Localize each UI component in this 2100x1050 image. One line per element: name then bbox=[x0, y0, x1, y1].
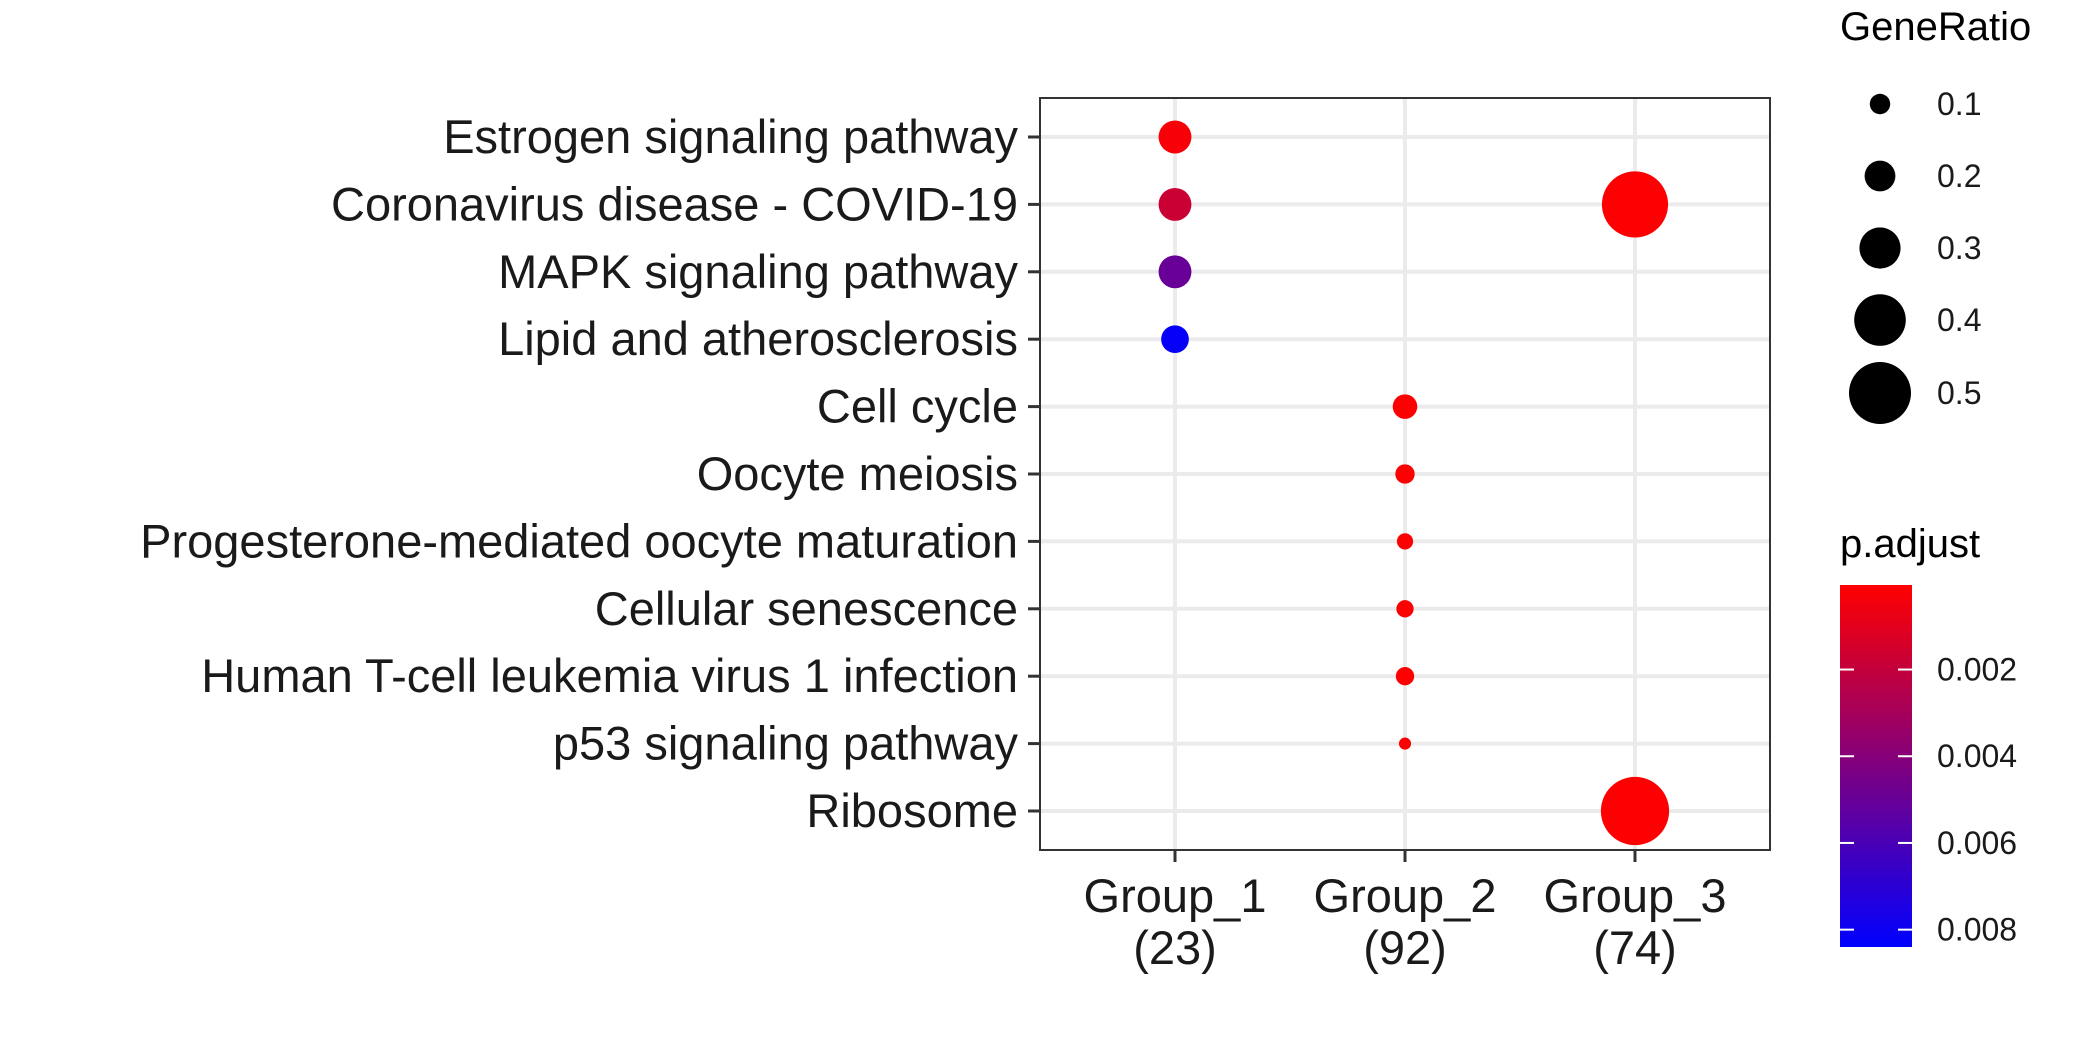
size-legend-label: 0.2 bbox=[1937, 158, 1981, 194]
p-adjust-legend: p.adjust 0.002 0.004 0.006 0.008 bbox=[1840, 522, 2017, 948]
size-legend-label: 0.5 bbox=[1937, 375, 1981, 411]
size-legend-key bbox=[1869, 93, 1891, 115]
y-axis: Estrogen signaling pathway Coronavirus di… bbox=[140, 110, 1040, 837]
y-tick-label: Lipid and atherosclerosis bbox=[498, 312, 1018, 365]
x-tick-count: (23) bbox=[1133, 921, 1217, 974]
data-point bbox=[1392, 394, 1418, 419]
size-legend-label: 0.4 bbox=[1937, 302, 1981, 338]
y-tick-label: Estrogen signaling pathway bbox=[443, 110, 1018, 163]
y-tick-label: p53 signaling pathway bbox=[553, 717, 1019, 770]
y-tick-label: MAPK signaling pathway bbox=[498, 245, 1018, 298]
y-tick-label: Human T-cell leukemia virus 1 infection bbox=[201, 649, 1018, 702]
data-point bbox=[1396, 533, 1414, 550]
size-legend-key bbox=[1849, 362, 1911, 424]
size-legend-label: 0.1 bbox=[1937, 86, 1981, 122]
y-tick-label: Progesterone-mediated oocyte maturation bbox=[140, 514, 1018, 567]
p-adjust-legend-title: p.adjust bbox=[1840, 522, 1980, 566]
data-point bbox=[1601, 171, 1669, 238]
data-point bbox=[1158, 120, 1192, 154]
y-tick-label: Cellular senescence bbox=[595, 582, 1018, 635]
data-point bbox=[1395, 667, 1415, 686]
x-tick-label: Group_1 bbox=[1084, 869, 1267, 922]
size-legend-key bbox=[1854, 294, 1906, 346]
data-points bbox=[1158, 120, 1670, 846]
gene-ratio-legend-title: GeneRatio bbox=[1840, 5, 2031, 49]
data-point bbox=[1398, 737, 1412, 750]
colorbar-label: 0.004 bbox=[1937, 738, 2017, 774]
y-tick-label: Coronavirus disease - COVID-19 bbox=[331, 177, 1018, 230]
y-tick-label: Ribosome bbox=[806, 784, 1018, 837]
x-tick-label: Group_3 bbox=[1544, 869, 1727, 922]
data-point bbox=[1161, 325, 1189, 354]
y-tick-label: Cell cycle bbox=[817, 380, 1018, 433]
data-point bbox=[1396, 600, 1414, 618]
x-tick-count: (92) bbox=[1363, 921, 1447, 974]
size-legend-key bbox=[1864, 160, 1896, 192]
data-point bbox=[1158, 255, 1192, 289]
size-legend-key bbox=[1859, 227, 1901, 269]
p-adjust-colorbar bbox=[1840, 585, 1912, 947]
data-point bbox=[1395, 464, 1415, 484]
x-tick-label: Group_2 bbox=[1314, 869, 1497, 922]
colorbar-label: 0.008 bbox=[1937, 912, 2017, 948]
y-tick-label: Oocyte meiosis bbox=[697, 447, 1018, 500]
x-tick-count: (74) bbox=[1593, 921, 1677, 974]
colorbar-label: 0.006 bbox=[1937, 825, 2017, 861]
gene-ratio-legend: GeneRatio 0.1 0.2 0.3 0.4 0.5 bbox=[1840, 5, 2031, 424]
data-point bbox=[1600, 776, 1670, 846]
colorbar-label: 0.002 bbox=[1937, 652, 2017, 688]
size-legend-label: 0.3 bbox=[1937, 230, 1981, 266]
x-axis: Group_1(23) Group_2(92) Group_3(74) bbox=[1084, 850, 1727, 974]
data-point bbox=[1158, 187, 1192, 221]
